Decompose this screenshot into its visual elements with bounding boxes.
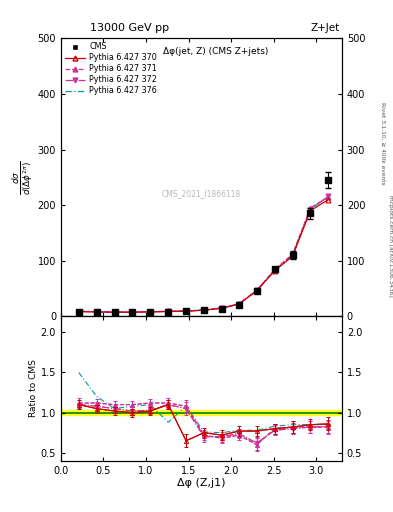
Text: CMS_2021_I1866118: CMS_2021_I1866118 bbox=[162, 189, 241, 199]
Text: mcplots.cern.ch [arXiv:1306.3436]: mcplots.cern.ch [arXiv:1306.3436] bbox=[388, 195, 393, 296]
Text: Z+Jet: Z+Jet bbox=[311, 23, 340, 33]
Y-axis label: Ratio to CMS: Ratio to CMS bbox=[29, 359, 38, 417]
Text: 13000 GeV pp: 13000 GeV pp bbox=[90, 23, 169, 33]
Bar bbox=[61, 410, 342, 415]
Text: Rivet 3.1.10, ≥ 400k events: Rivet 3.1.10, ≥ 400k events bbox=[381, 102, 386, 185]
Legend: CMS, Pythia 6.427 370, Pythia 6.427 371, Pythia 6.427 372, Pythia 6.427 376: CMS, Pythia 6.427 370, Pythia 6.427 371,… bbox=[63, 41, 159, 97]
X-axis label: Δφ (Z,j1): Δφ (Z,j1) bbox=[177, 478, 226, 488]
Text: Δφ(jet, Z) (CMS Z+jets): Δφ(jet, Z) (CMS Z+jets) bbox=[163, 47, 268, 56]
Y-axis label: $\frac{d\sigma}{d(\Delta\phi^{2\pi})}$: $\frac{d\sigma}{d(\Delta\phi^{2\pi})}$ bbox=[10, 160, 35, 195]
